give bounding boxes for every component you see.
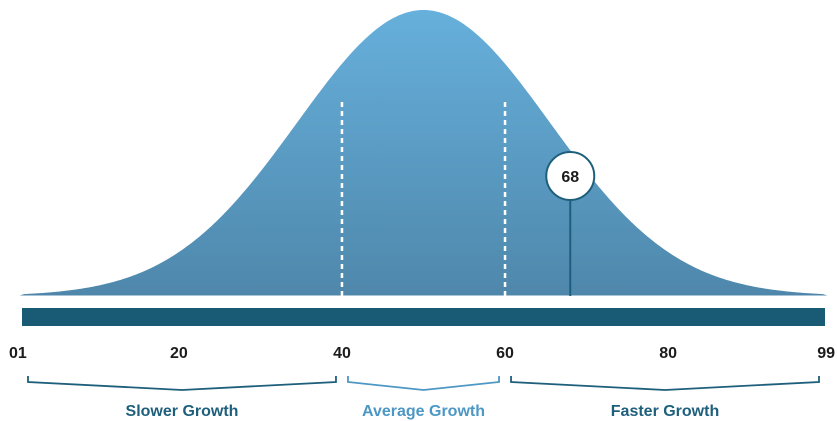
group-bracket-2	[347, 376, 500, 391]
marker-value-label: 68	[561, 169, 579, 186]
x-tick-label-80: 80	[659, 345, 677, 362]
x-tick-label-60: 60	[496, 345, 514, 362]
distribution-curve-area	[18, 10, 829, 296]
group-label-3: Faster Growth	[611, 403, 719, 420]
x-tick-label-40: 40	[333, 345, 351, 362]
marker-circle	[545, 151, 596, 201]
x-tick-label-99: 99	[817, 345, 835, 362]
group-label-1: Slower Growth	[126, 403, 239, 420]
group-label-2: Average Growth	[362, 403, 485, 420]
group-bracket-1	[27, 376, 337, 391]
x-tick-label-01: 01	[9, 345, 27, 362]
axis-bar	[22, 308, 825, 326]
group-bracket-3	[510, 376, 820, 391]
x-tick-label-20: 20	[170, 345, 188, 362]
